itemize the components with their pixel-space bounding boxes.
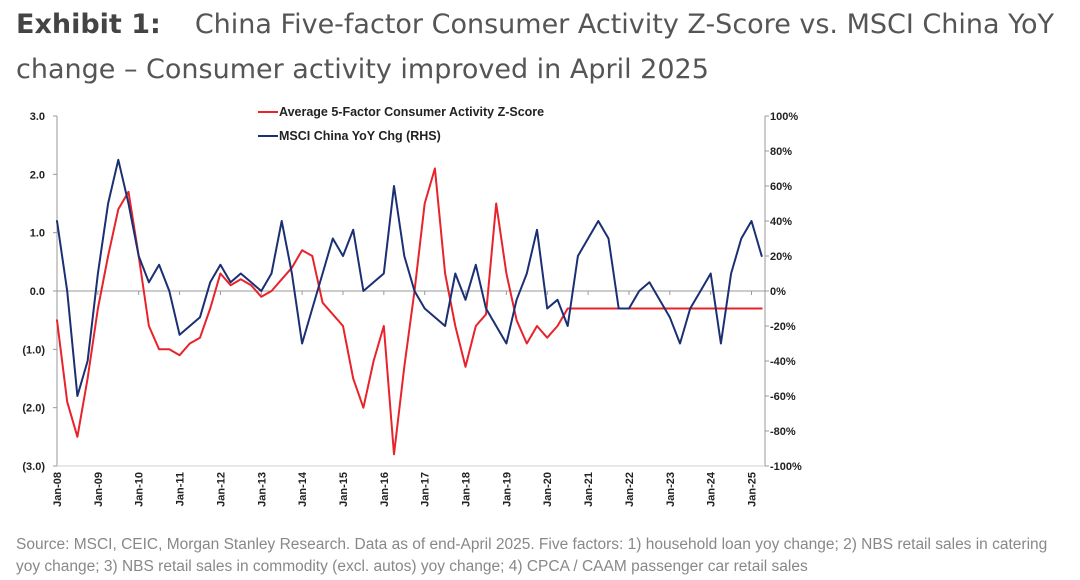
right-tick-label: -40% [770,356,796,368]
legend: Average 5-Factor Consumer Activity Z-Sco… [258,105,544,143]
right-tick-label: 80% [770,146,792,158]
right-tick-label: 0% [770,286,786,298]
x-tick-label: Jan-08 [52,472,64,507]
x-tick-label: Jan-09 [93,472,105,507]
exhibit-header: Exhibit 1: China Five-factor Consumer Act… [16,2,1066,92]
x-tick-label: Jan-14 [297,471,309,507]
left-tick-label: 0.0 [30,286,45,298]
legend-label: Average 5-Factor Consumer Activity Z-Sco… [279,105,544,119]
right-tick-label: 40% [770,216,792,228]
series-lines [56,158,763,456]
x-tick-label: Jan-21 [583,472,595,507]
right-tick-label: -100% [770,461,802,473]
chart-area: 3.0 2.0 1.0 0.0 (1.0) (2.0) (3.0) 100% 80% 60% 40… [0,96,1080,526]
x-tick-label: Jan-22 [624,472,636,507]
right-axis: 100% 80% 60% 40% 20% 0% -20% -40% -60% -80% -100% [764,111,802,473]
right-tick-label: -60% [770,391,796,403]
x-tick-label: Jan-16 [379,472,391,507]
right-tick-label: -20% [770,321,796,333]
legend-label: MSCI China YoY Chg (RHS) [279,129,441,143]
x-tick-label: Jan-20 [542,472,554,507]
left-tick-label: 2.0 [30,169,45,181]
x-tick-label: Jan-13 [256,472,268,507]
right-tick-label: 100% [770,111,798,123]
series-line-msci-yoy [56,158,763,397]
exhibit-label: Exhibit 1: [16,9,161,40]
left-tick-label: 1.0 [30,228,45,240]
left-tick-label: (3.0) [22,461,45,473]
source-note: Source: MSCI, CEIC, Morgan Stanley Resea… [16,536,1048,575]
x-tick-label: Jan-18 [461,472,473,507]
x-tick-label: Jan-10 [134,472,146,507]
right-tick-label: 20% [770,251,792,263]
left-tick-label: 3.0 [30,111,45,123]
left-axis: 3.0 2.0 1.0 0.0 (1.0) (2.0) (3.0) [22,111,58,473]
x-tick-label: Jan-23 [665,472,677,507]
x-tick-label: Jan-25 [747,472,759,507]
left-tick-label: (2.0) [22,403,45,415]
x-tick-label: Jan-24 [706,471,718,507]
right-tick-label: 60% [770,181,792,193]
x-tick-label: Jan-17 [420,472,432,507]
left-tick-label: (1.0) [22,344,45,356]
x-tick-label: Jan-15 [338,472,350,507]
x-tick-label: Jan-11 [175,472,187,506]
x-axis: Jan-08 Jan-09 Jan-10 Jan-11 Jan-12 Jan-13 Jan-… [52,290,765,507]
x-tick-label: Jan-12 [215,472,227,507]
dual-axis-line-chart: 3.0 2.0 1.0 0.0 (1.0) (2.0) (3.0) 100% 80% 60% 40… [22,105,802,507]
x-tick-label: Jan-19 [501,472,513,507]
exhibit-title: China Five-factor Consumer Activity Z-Sc… [16,9,1055,85]
right-tick-label: -80% [770,426,796,438]
series-line-consumer-zscore [56,167,763,456]
